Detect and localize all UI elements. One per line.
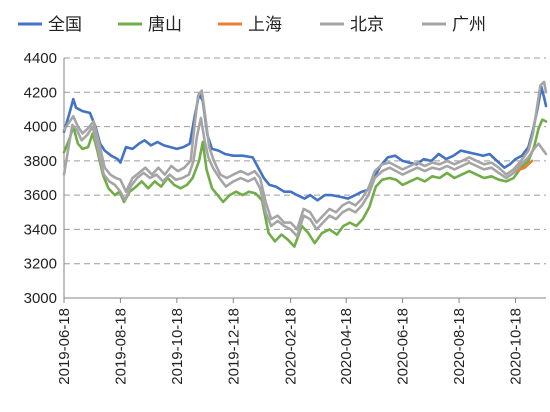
y-axis-tick-labels: 3000 3200 3400 3600 3800 4000 4200 4400 [24,50,57,307]
y-tick-label: 3600 [24,187,57,204]
legend-label: 广州 [452,15,486,35]
series-line-2 [62,118,548,248]
legend-label: 唐山 [148,14,182,35]
x-tick-label: 2020-10-18 [507,308,524,385]
series-line-3 [514,159,534,173]
x-tick-label: 2020-06-18 [395,308,412,385]
x-tick-label: 2020-08-18 [451,308,468,385]
series-line-5 [62,80,548,231]
y-tick-label: 3200 [24,256,57,273]
x-tick-label: 2019-12-18 [225,308,242,385]
gridlines [64,57,546,265]
x-tick-label: 2019-08-18 [112,308,129,385]
legend-label: 全国 [48,15,82,35]
y-tick-label: 3800 [24,153,57,170]
y-tick-label: 3000 [24,290,57,307]
legend-label: 上海 [248,15,282,35]
series-line-4 [62,116,548,238]
x-axis-tick-labels: 2019-06-18 2019-08-18 2019-10-18 2019-12-18… [56,308,524,385]
x-tick-label: 2020-02-18 [283,308,300,385]
series-lines [62,80,548,248]
legend: 全国 唐山 上海 北京 广州 [18,14,486,35]
y-tick-label: 4000 [24,119,57,136]
x-tick-label: 2019-06-18 [56,308,73,385]
y-tick-label: 4200 [24,84,57,101]
series-line-1 [62,85,548,202]
y-tick-label: 3400 [24,221,57,238]
y-tick-label: 4400 [24,50,57,67]
x-tick-label: 2019-10-18 [169,308,186,385]
x-tick-label: 2020-04-18 [338,308,355,385]
legend-label: 北京 [350,15,384,35]
axes [63,58,546,303]
